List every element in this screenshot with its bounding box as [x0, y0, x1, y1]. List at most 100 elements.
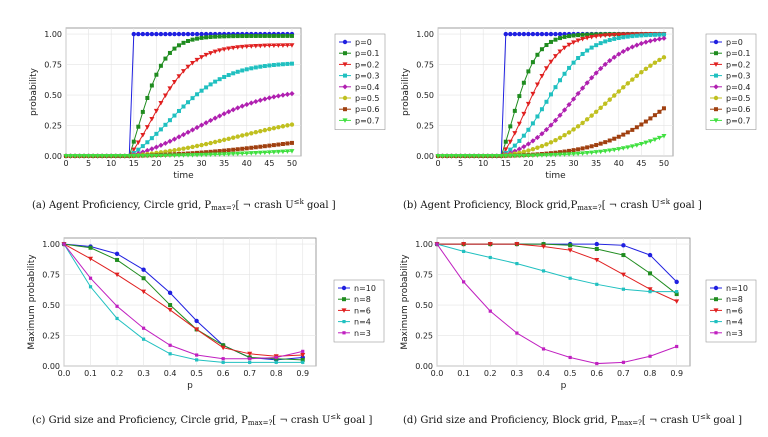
data-point [661, 134, 667, 139]
data-point [567, 248, 573, 253]
data-point [172, 113, 177, 118]
data-point [275, 149, 281, 155]
data-point [575, 124, 581, 129]
data-point [535, 114, 540, 119]
data-point [171, 79, 177, 85]
data-point [638, 40, 644, 47]
caption-part: [ ¬ crash U [642, 415, 700, 426]
data-point [172, 148, 177, 153]
data-point [136, 147, 141, 152]
data-point [616, 32, 622, 38]
data-point [512, 108, 517, 113]
data-point [271, 62, 276, 67]
data-point [257, 43, 263, 49]
data-point [643, 119, 648, 124]
data-point [301, 349, 305, 353]
data-point [562, 152, 568, 157]
data-point [562, 133, 567, 138]
x-tick-label: 0.6 [217, 369, 230, 378]
data-point [521, 133, 526, 138]
data-point [558, 78, 563, 83]
data-point [153, 153, 159, 159]
y-tick-label: 1.00 [416, 30, 434, 39]
data-point [647, 139, 653, 144]
data-point [168, 352, 172, 356]
data-point [571, 148, 576, 153]
legend-marker [714, 297, 718, 302]
data-point [289, 122, 295, 127]
caption-part: max=? [577, 204, 602, 212]
data-point [212, 152, 218, 158]
data-point [249, 33, 254, 38]
data-point [539, 153, 545, 158]
data-point [516, 121, 522, 127]
data-point [553, 85, 558, 90]
data-point [158, 63, 163, 68]
data-point [244, 132, 249, 137]
data-point [226, 109, 232, 115]
data-point [488, 309, 492, 313]
data-point [140, 109, 145, 114]
data-point [548, 92, 553, 97]
data-point [136, 31, 141, 37]
data-point [176, 108, 181, 113]
data-point [244, 67, 249, 72]
data-point [280, 33, 285, 38]
data-point [611, 54, 617, 60]
legend: n=10 n=8 n=6 n=4 n=3 [333, 279, 385, 343]
data-point [570, 96, 577, 102]
caption-part: max=? [211, 204, 236, 212]
data-point [185, 129, 191, 135]
data-point [544, 99, 549, 104]
data-point [141, 276, 146, 281]
data-point [249, 145, 254, 150]
data-point [557, 112, 563, 118]
data-point [180, 131, 187, 138]
legend-label: n=10 [354, 284, 376, 293]
data-point [185, 31, 191, 37]
data-point [140, 133, 146, 138]
data-point [280, 92, 286, 98]
data-point [181, 31, 186, 37]
data-point [530, 60, 535, 65]
data-point [643, 66, 649, 72]
data-point [253, 33, 258, 38]
y-tick-label: 0.25 [44, 122, 62, 131]
x-tick-label: 0 [63, 159, 68, 168]
data-point [199, 55, 205, 60]
data-point [648, 63, 653, 68]
data-point [176, 147, 182, 152]
data-point [176, 43, 181, 48]
data-point [675, 290, 679, 294]
legend-marker [343, 107, 347, 112]
data-point [203, 152, 209, 158]
data-point [248, 151, 254, 156]
data-point [163, 56, 168, 61]
data-point [568, 243, 573, 248]
data-point [517, 138, 522, 143]
legend-label: p=0.2 [726, 60, 751, 69]
data-point [517, 31, 522, 37]
data-point [181, 146, 186, 151]
data-point [186, 100, 191, 105]
data-point [126, 154, 132, 159]
data-point [620, 32, 626, 38]
data-point [571, 33, 576, 38]
x-axis-label: time [545, 171, 566, 181]
data-point [86, 154, 92, 159]
data-point [276, 33, 281, 38]
data-point [593, 150, 599, 155]
data-point [271, 143, 276, 148]
data-point [149, 136, 154, 141]
data-point [114, 251, 120, 257]
data-point [244, 101, 250, 108]
data-point [621, 287, 626, 291]
x-tick-label: 0 [435, 159, 440, 168]
y-tick-label: 0.25 [42, 332, 60, 341]
data-point [181, 69, 186, 74]
x-tick-label: 0.0 [431, 369, 444, 378]
data-point [108, 154, 114, 159]
x-tick-label: 0.3 [511, 369, 524, 378]
data-point [194, 327, 200, 332]
data-point [235, 45, 241, 50]
